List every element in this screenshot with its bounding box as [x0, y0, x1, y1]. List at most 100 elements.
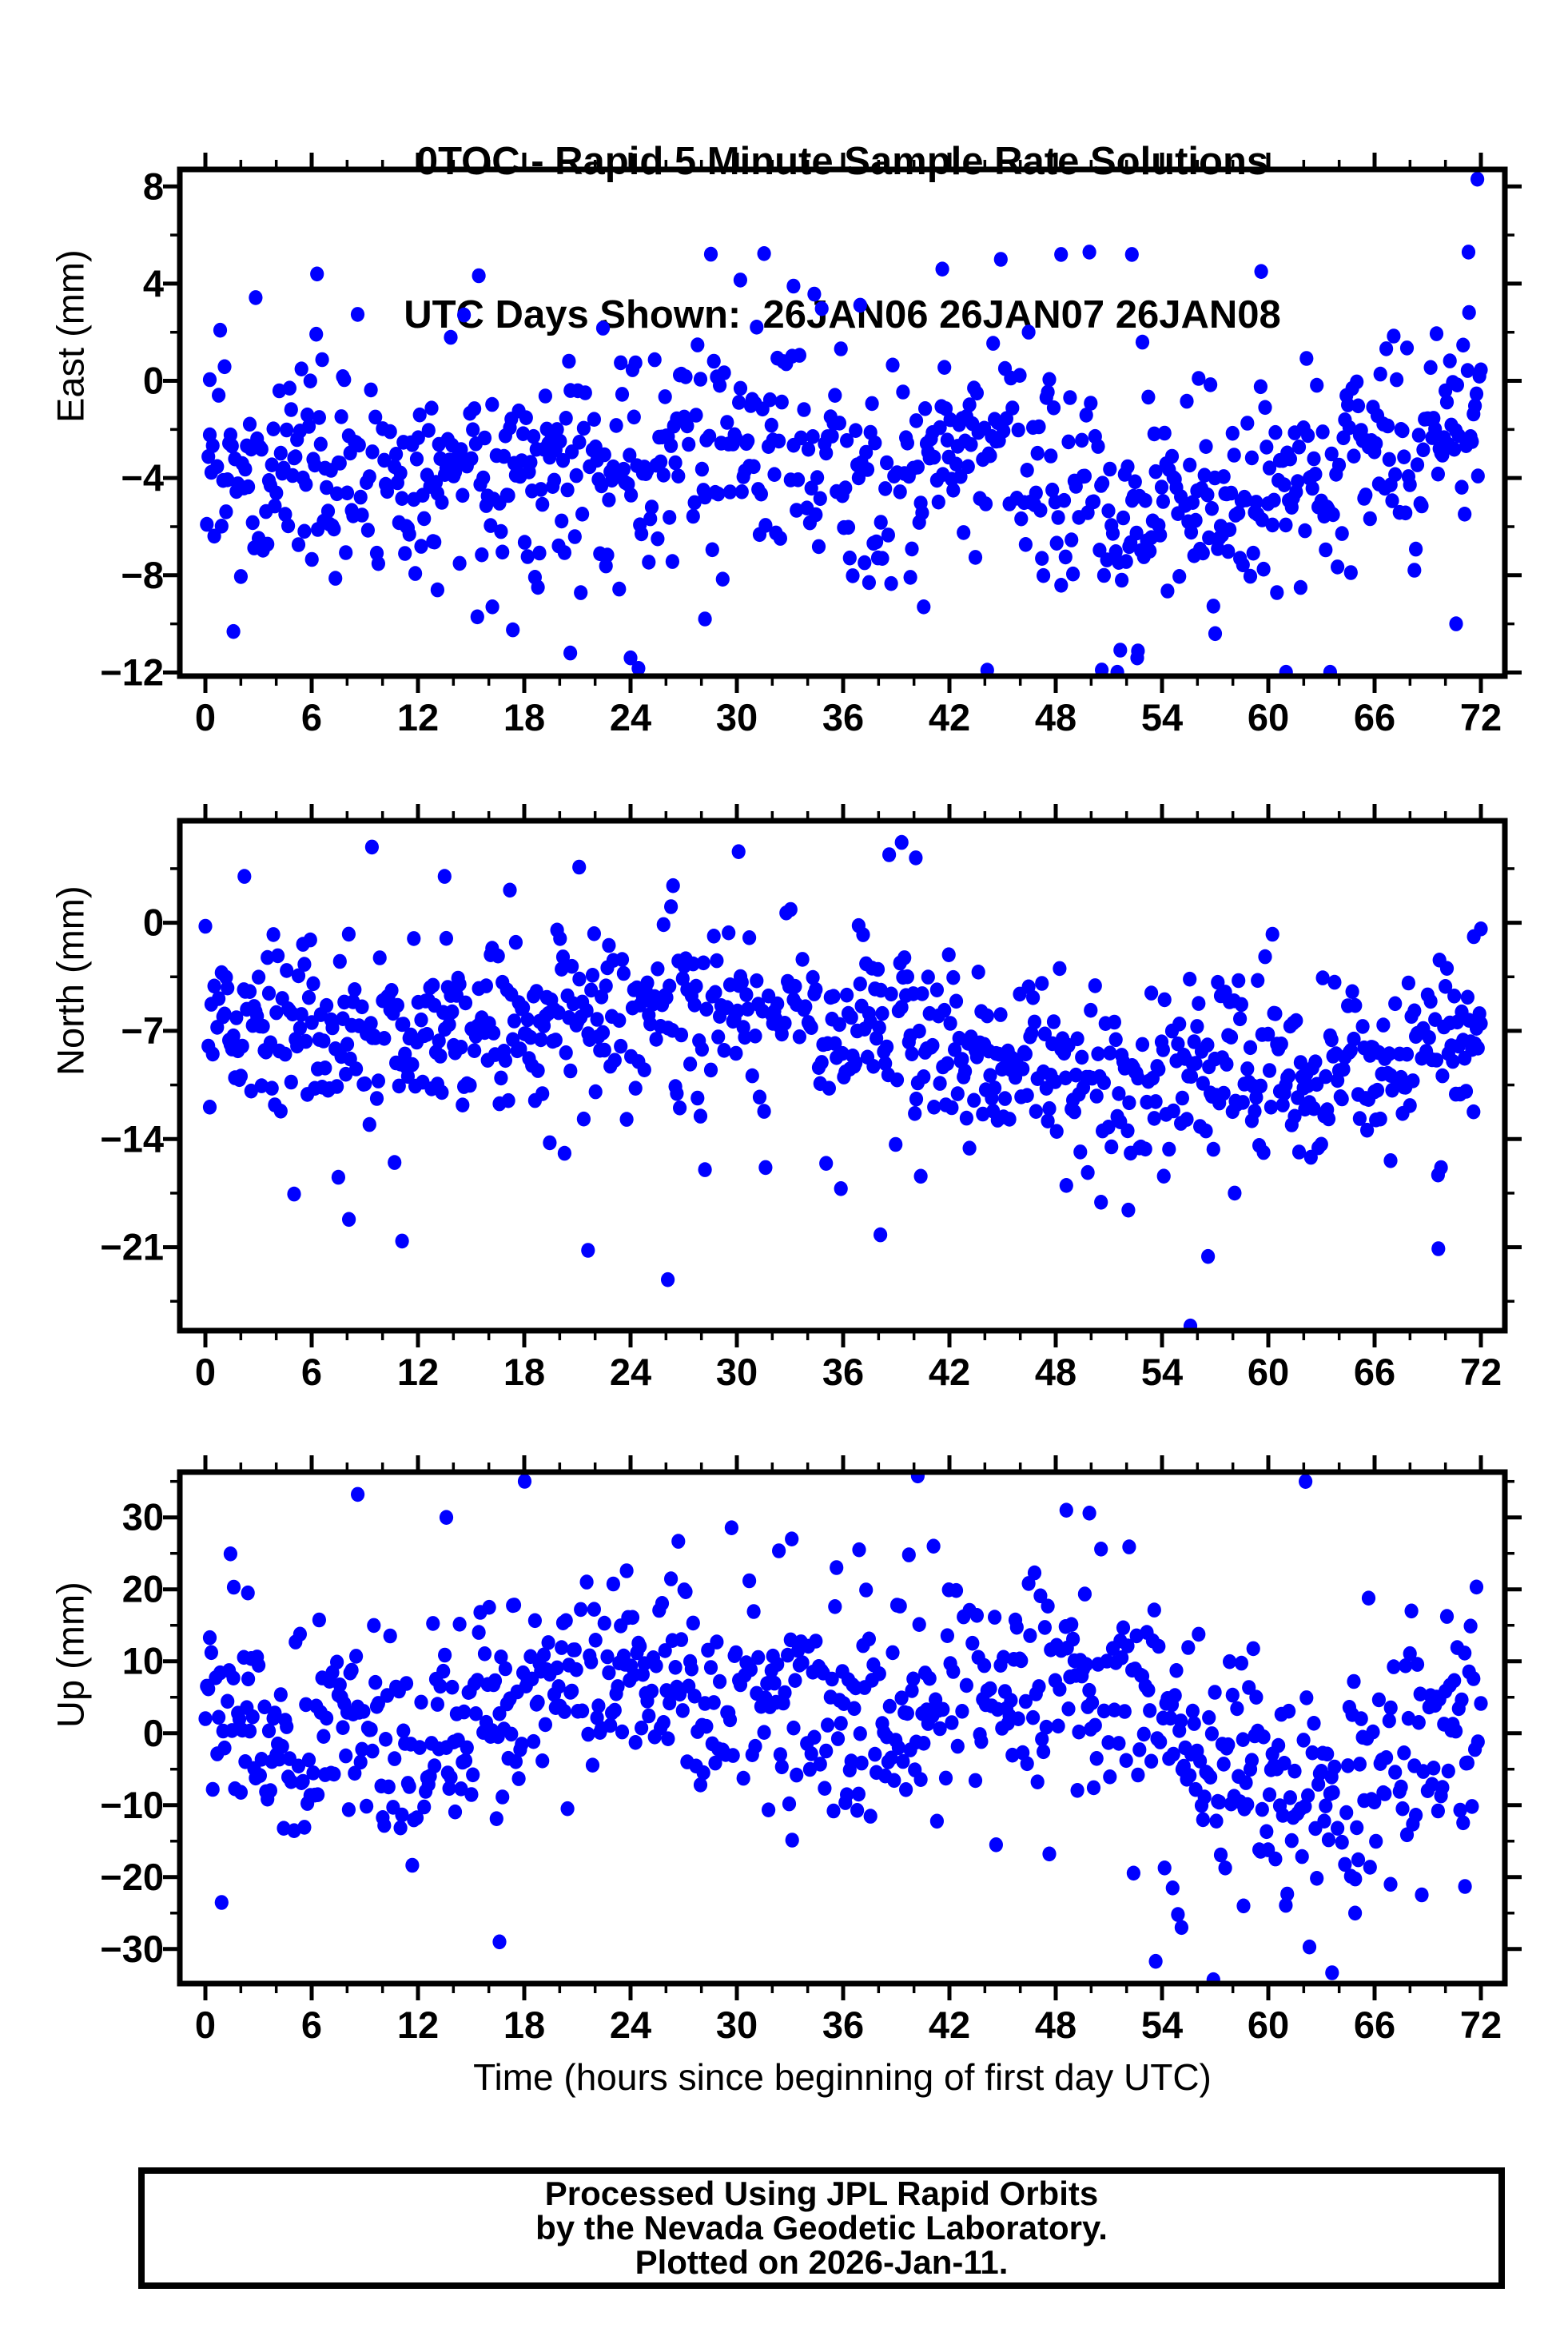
data-point — [284, 1074, 298, 1090]
data-point — [1307, 1716, 1321, 1731]
data-point — [355, 507, 369, 523]
data-point — [547, 472, 562, 488]
data-point — [1058, 1070, 1073, 1086]
data-point — [910, 1472, 925, 1484]
data-point — [470, 1673, 484, 1688]
data-point — [1011, 1711, 1025, 1726]
data-point — [379, 1732, 393, 1747]
data-point — [1115, 572, 1129, 588]
data-point — [1446, 1053, 1460, 1069]
data-point — [1363, 1860, 1377, 1875]
data-point — [1200, 1037, 1215, 1053]
data-point — [494, 1070, 508, 1086]
data-point — [457, 307, 472, 323]
data-point — [344, 1662, 359, 1678]
data-point — [708, 1755, 722, 1771]
data-point — [365, 1743, 380, 1759]
data-point — [1148, 464, 1163, 480]
data-point — [731, 844, 746, 859]
data-point — [584, 982, 599, 998]
data-point — [921, 969, 935, 985]
data-point — [1070, 1031, 1084, 1047]
data-point — [565, 958, 579, 974]
data-point — [1399, 340, 1415, 356]
data-point — [1262, 460, 1277, 476]
data-point — [557, 545, 572, 560]
data-point — [693, 1108, 708, 1124]
data-point — [616, 461, 631, 477]
data-point — [555, 961, 569, 977]
data-point — [696, 1765, 710, 1781]
data-point — [204, 1645, 218, 1661]
data-point — [1103, 461, 1117, 477]
data-point — [941, 947, 956, 962]
data-point — [1282, 1068, 1296, 1084]
data-point — [207, 528, 221, 544]
data-point — [1032, 1679, 1046, 1694]
data-point — [327, 521, 341, 537]
data-point — [758, 1160, 773, 1176]
data-point — [452, 1617, 467, 1632]
data-point — [1244, 1753, 1259, 1768]
data-point — [1243, 568, 1258, 584]
data-point — [588, 1633, 603, 1648]
data-point — [572, 859, 587, 875]
data-point — [906, 1671, 921, 1687]
data-point — [1401, 1710, 1415, 1726]
data-point — [1021, 324, 1036, 340]
data-point — [937, 360, 952, 376]
data-point — [1314, 1764, 1328, 1779]
data-point — [454, 1040, 468, 1055]
data-point — [940, 1056, 954, 1072]
data-point — [1260, 1824, 1274, 1840]
data-point — [664, 899, 679, 914]
data-point — [1382, 1046, 1396, 1061]
data-point — [643, 511, 658, 527]
data-point — [1395, 423, 1410, 439]
data-point — [221, 1693, 235, 1709]
data-point — [717, 1043, 731, 1058]
data-point — [1059, 1502, 1073, 1518]
data-point — [492, 1706, 507, 1721]
data-point — [585, 1757, 600, 1773]
data-point — [746, 1604, 761, 1619]
data-point — [281, 518, 296, 534]
data-point — [1439, 1609, 1455, 1624]
data-point — [882, 1698, 897, 1714]
data-point — [754, 486, 769, 502]
data-point — [698, 1162, 712, 1177]
data-point — [655, 1596, 670, 1611]
data-point — [1116, 1620, 1131, 1636]
data-point — [1077, 468, 1092, 484]
data-point — [673, 1100, 687, 1116]
data-point — [860, 462, 875, 477]
data-point — [1029, 1104, 1043, 1119]
data-point — [810, 470, 825, 485]
data-point — [291, 537, 306, 552]
data-point — [414, 1012, 428, 1028]
data-point — [896, 384, 910, 400]
data-point — [334, 409, 348, 424]
data-point — [495, 544, 510, 560]
data-point — [1395, 1801, 1410, 1817]
data-point — [393, 1820, 408, 1836]
data-point — [555, 513, 569, 529]
data-point — [1199, 1123, 1213, 1139]
plot-frame — [177, 818, 1508, 1334]
data-point — [903, 570, 917, 585]
data-point — [1284, 1833, 1299, 1849]
data-point — [774, 1759, 789, 1775]
data-point — [964, 437, 978, 452]
data-point — [927, 449, 941, 465]
data-point — [1061, 1701, 1076, 1717]
data-point — [1051, 1718, 1065, 1734]
data-point — [430, 1697, 445, 1712]
data-point — [644, 499, 659, 515]
data-point — [834, 1716, 848, 1731]
data-point — [1441, 1763, 1455, 1779]
data-point — [353, 1754, 368, 1770]
data-point — [969, 1049, 984, 1065]
data-point — [1383, 1700, 1398, 1716]
data-point — [470, 609, 484, 625]
data-point — [348, 982, 362, 997]
